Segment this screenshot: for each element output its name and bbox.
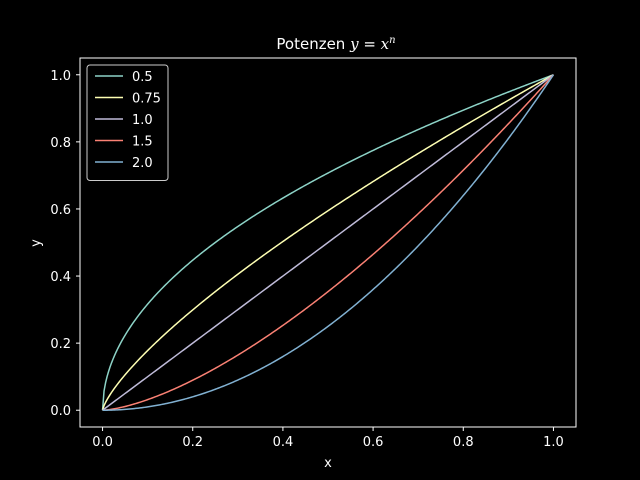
legend-label: 0.75 [132,92,161,107]
y-tick-label: 0.4 [50,270,71,285]
legend-label: 2.0 [132,156,153,171]
x-axis-ticks: 0.0 0.2 0.4 0.6 0.8 1.0 [92,427,564,450]
chart-title-math-y: y [349,35,359,53]
y-tick-label: 0.6 [50,203,71,218]
y-tick-label: 1.0 [50,69,71,84]
legend-label: 1.0 [132,113,153,128]
x-tick-label: 1.0 [543,435,564,450]
y-tick-label: 0.8 [50,136,71,151]
axes-spines [79,57,577,428]
y-tick-label: 0.2 [50,337,71,352]
chart-title-equals: = [359,35,381,53]
legend-label: 1.5 [132,135,153,150]
chart-title: Potenzen y = xn [276,35,395,53]
legend-box [86,64,169,181]
chart-title-math-x: x [381,35,390,53]
x-tick-label: 0.2 [182,435,203,450]
x-tick-label: 0.0 [92,435,113,450]
series-line-4 [102,74,555,411]
series-line-2 [101,74,554,411]
x-tick-label: 0.4 [273,435,294,450]
series-line-1 [101,74,554,411]
x-axis-label: x [324,456,332,471]
series-layer [101,74,555,411]
chart-title-exponent: n [389,35,395,46]
y-tick-label: 0.0 [50,404,71,419]
legend-label: 0.5 [132,70,153,85]
y-axis-ticks: 0.0 0.2 0.4 0.6 0.8 1.0 [50,69,80,419]
legend: 0.5 0.75 1.0 1.5 2.0 [86,64,169,181]
x-tick-label: 0.6 [363,435,384,450]
chart-title-prefix: Potenzen [276,35,350,53]
y-axis-label: y [29,239,44,247]
x-tick-label: 0.8 [453,435,474,450]
axes-frame [79,57,577,428]
series-line-3 [102,74,554,411]
series-line-5 [102,74,555,411]
